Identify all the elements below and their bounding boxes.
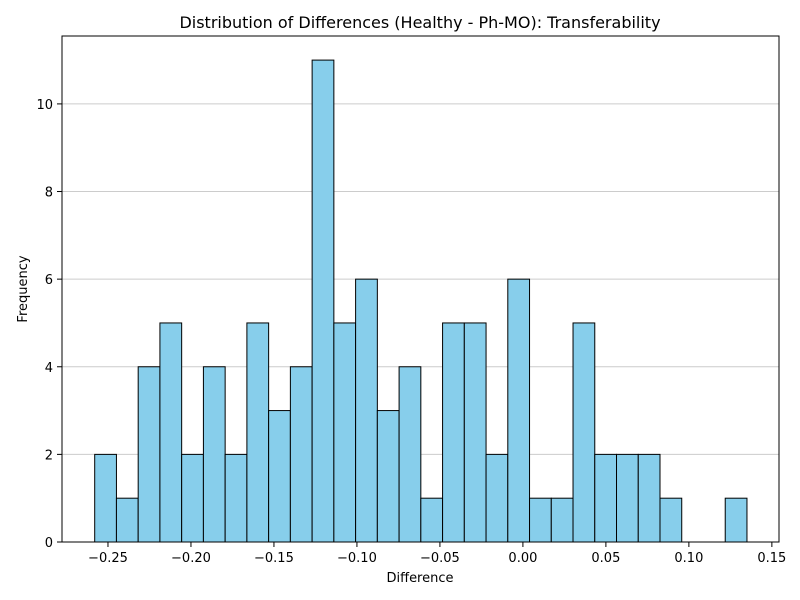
y-tick-label: 10 xyxy=(36,98,53,113)
histogram-bar xyxy=(550,497,574,543)
histogram-bar xyxy=(333,322,357,543)
y-tick-label: 8 xyxy=(45,186,53,201)
histogram-bar xyxy=(572,322,596,543)
histogram-bar xyxy=(485,453,509,543)
histogram-bar xyxy=(94,453,117,543)
histogram-bar xyxy=(724,497,748,543)
histogram-bar xyxy=(137,366,161,543)
x-tick-label: −0.25 xyxy=(88,551,128,566)
histogram-bar xyxy=(115,497,139,543)
histogram-bar xyxy=(616,453,639,543)
y-axis: 0 2 4 6 8 10 xyxy=(36,98,62,551)
x-tick-label: 0.00 xyxy=(508,551,537,566)
histogram-bar xyxy=(420,497,444,543)
bars-layer xyxy=(94,59,748,543)
x-tick-label: −0.20 xyxy=(171,551,211,566)
x-axis: −0.25 −0.20 −0.15 −0.10 −0.05 0.00 0.05 0.10 0.1… xyxy=(88,542,786,566)
y-tick-label: 0 xyxy=(45,536,53,551)
histogram-bar xyxy=(507,278,531,543)
histogram-bar xyxy=(224,453,248,543)
x-tick-label: 0.10 xyxy=(674,551,703,566)
x-axis-label: Difference xyxy=(386,571,453,586)
x-tick-label: 0.15 xyxy=(757,551,786,566)
histogram-bar xyxy=(268,410,291,543)
x-tick-label: −0.10 xyxy=(337,551,377,566)
histogram-bar xyxy=(289,366,313,543)
y-tick-label: 2 xyxy=(45,448,53,463)
histogram-bar xyxy=(181,453,204,543)
x-tick-label: −0.15 xyxy=(254,551,294,566)
histogram-bar xyxy=(529,497,552,543)
y-axis-label: Frequency xyxy=(16,255,31,322)
histogram-bar xyxy=(202,366,226,543)
histogram-bar xyxy=(376,410,400,543)
histogram-bar xyxy=(355,278,378,543)
histogram-bar xyxy=(311,59,335,543)
histogram-bar xyxy=(637,453,661,543)
y-tick-label: 4 xyxy=(45,361,53,376)
plot-frame xyxy=(61,35,780,543)
histogram-bar xyxy=(463,322,487,543)
chart-title: Distribution of Differences (Healthy - P… xyxy=(179,13,660,32)
histogram-bar xyxy=(246,322,270,543)
histogram-bar xyxy=(159,322,183,543)
x-tick-label: 0.05 xyxy=(591,551,620,566)
histogram-bar xyxy=(398,366,422,543)
histogram-bar xyxy=(442,322,465,543)
y-tick-label: 6 xyxy=(45,273,53,288)
x-tick-label: −0.05 xyxy=(420,551,460,566)
histogram-bar xyxy=(594,453,618,543)
histogram-bar xyxy=(659,497,683,543)
